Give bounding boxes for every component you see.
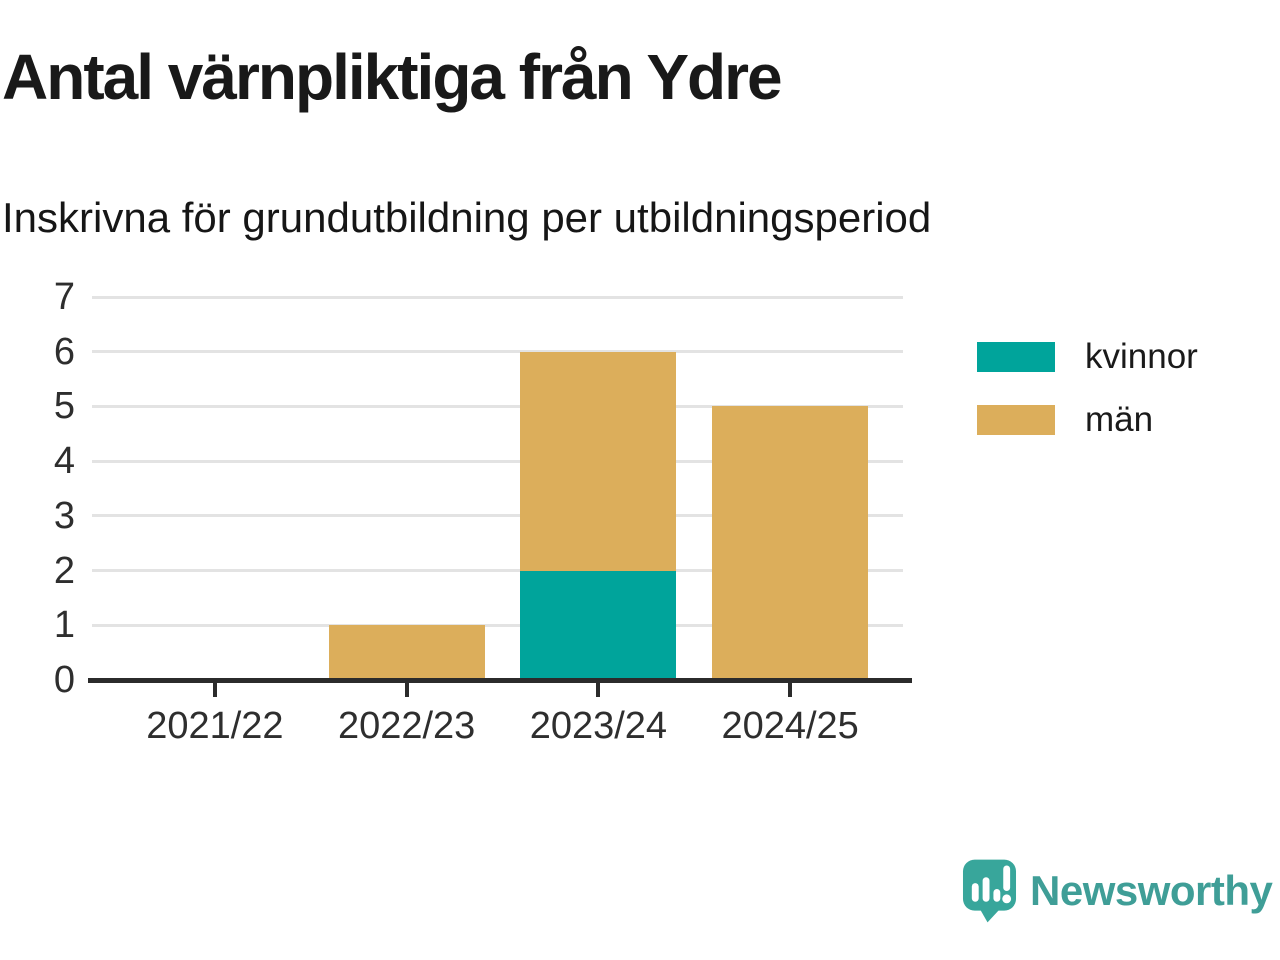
x-axis-label: 2024/25	[721, 705, 859, 747]
bar-segment-kvinnor	[520, 570, 677, 680]
y-axis-label: 7	[53, 276, 75, 318]
x-axis-tick	[788, 683, 793, 697]
stacked-bar-chart: 0 1 2 3 4 5 6 7 2021/22 2022/23 2023/24 2024/25 kvi…	[0, 275, 1280, 765]
gridline	[92, 350, 903, 354]
x-axis-label: 2021/22	[146, 705, 284, 747]
y-axis-label: 4	[53, 440, 75, 483]
gridline	[92, 404, 903, 408]
legend-item-män: män	[977, 402, 1198, 437]
x-axis-line	[88, 678, 912, 683]
brand-name: Newsworthy	[1030, 867, 1273, 914]
legend-swatch-män	[977, 404, 1055, 435]
gridline	[92, 459, 903, 463]
chart-subtitle: Inskrivna för grundutbildning per utbild…	[2, 194, 932, 241]
bar-segment-män	[712, 406, 869, 680]
legend-swatch-kvinnor	[977, 341, 1055, 372]
x-axis-tick	[596, 683, 601, 697]
brand-footer: Newsworthy	[962, 858, 1273, 924]
gridline	[92, 295, 903, 299]
legend: kvinnor män	[977, 339, 1198, 465]
x-axis-label: 2022/23	[337, 705, 476, 747]
y-axis-label: 6	[53, 330, 75, 373]
bar-segment-män	[520, 351, 677, 571]
y-axis-label: 0	[53, 659, 75, 701]
y-axis-label: 5	[53, 385, 75, 428]
newsworthy-logo-icon	[962, 859, 1017, 923]
legend-label: kvinnor	[1085, 337, 1198, 376]
plot-area: 0 1 2 3 4 5 6 7 2021/22 2022/23 2023/24 2024/25	[0, 275, 1280, 765]
y-axis-label: 1	[53, 604, 75, 647]
y-axis-label: 3	[53, 494, 75, 537]
gridline	[92, 514, 903, 518]
gridline	[92, 623, 903, 627]
legend-item-kvinnor: kvinnor	[977, 339, 1198, 374]
x-axis-label: 2023/24	[529, 705, 668, 747]
x-axis-tick	[404, 683, 409, 697]
y-axis-label: 2	[53, 549, 75, 592]
legend-label: män	[1085, 400, 1154, 439]
gridline	[92, 569, 903, 573]
x-axis-tick	[212, 683, 217, 697]
chart-title: Antal värnpliktiga från Ydre	[2, 41, 783, 113]
bar-segment-män	[328, 625, 485, 680]
